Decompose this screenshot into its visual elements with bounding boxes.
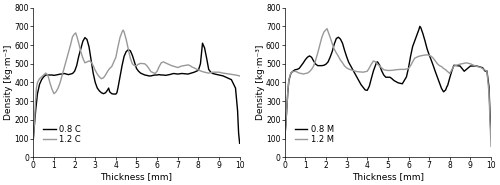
0.8 M bbox=[376, 64, 382, 66]
1.2 M bbox=[282, 137, 288, 140]
1.2 C bbox=[164, 63, 170, 65]
0.8 C bbox=[191, 71, 197, 73]
Line: 0.8 M: 0.8 M bbox=[284, 26, 491, 139]
X-axis label: Thickness [mm]: Thickness [mm] bbox=[352, 172, 424, 181]
0.8 M bbox=[317, 65, 323, 67]
0.8 M bbox=[308, 56, 314, 58]
0.8 C bbox=[68, 73, 73, 75]
1.2 M bbox=[488, 145, 494, 148]
1.2 C bbox=[120, 29, 126, 31]
0.8 M bbox=[282, 137, 288, 140]
0.8 C bbox=[121, 55, 127, 57]
0.8 C bbox=[30, 137, 36, 140]
1.2 C bbox=[30, 137, 36, 140]
X-axis label: Thickness [mm]: Thickness [mm] bbox=[100, 172, 172, 181]
1.2 M bbox=[317, 44, 323, 46]
1.2 M bbox=[366, 67, 372, 69]
0.8 C bbox=[82, 36, 88, 39]
Line: 1.2 M: 1.2 M bbox=[284, 29, 491, 147]
Line: 0.8 C: 0.8 C bbox=[34, 38, 240, 143]
Legend: 0.8 C, 1.2 C: 0.8 C, 1.2 C bbox=[42, 123, 82, 146]
0.8 C bbox=[53, 74, 59, 76]
0.8 C bbox=[59, 73, 65, 75]
0.8 C bbox=[160, 74, 166, 76]
1.2 M bbox=[324, 28, 330, 30]
Y-axis label: Density [kg·m⁻³]: Density [kg·m⁻³] bbox=[4, 45, 13, 120]
1.2 C bbox=[191, 67, 197, 69]
0.8 M bbox=[302, 58, 308, 61]
0.8 C bbox=[236, 142, 242, 144]
1.2 M bbox=[325, 31, 331, 33]
0.8 M bbox=[488, 137, 494, 140]
1.2 M bbox=[323, 29, 329, 31]
Line: 1.2 C: 1.2 C bbox=[34, 30, 240, 139]
1.2 M bbox=[436, 65, 442, 67]
1.2 C bbox=[32, 102, 38, 104]
1.2 M bbox=[440, 66, 446, 69]
0.8 M bbox=[438, 87, 444, 90]
Y-axis label: Density [kg·m⁻³]: Density [kg·m⁻³] bbox=[256, 45, 264, 120]
1.2 C bbox=[45, 74, 51, 76]
0.8 M bbox=[417, 25, 423, 28]
Legend: 0.8 M, 1.2 M: 0.8 M, 1.2 M bbox=[293, 123, 336, 146]
1.2 C bbox=[236, 75, 242, 77]
1.2 C bbox=[34, 81, 40, 84]
0.8 M bbox=[420, 33, 426, 35]
1.2 C bbox=[108, 65, 114, 68]
